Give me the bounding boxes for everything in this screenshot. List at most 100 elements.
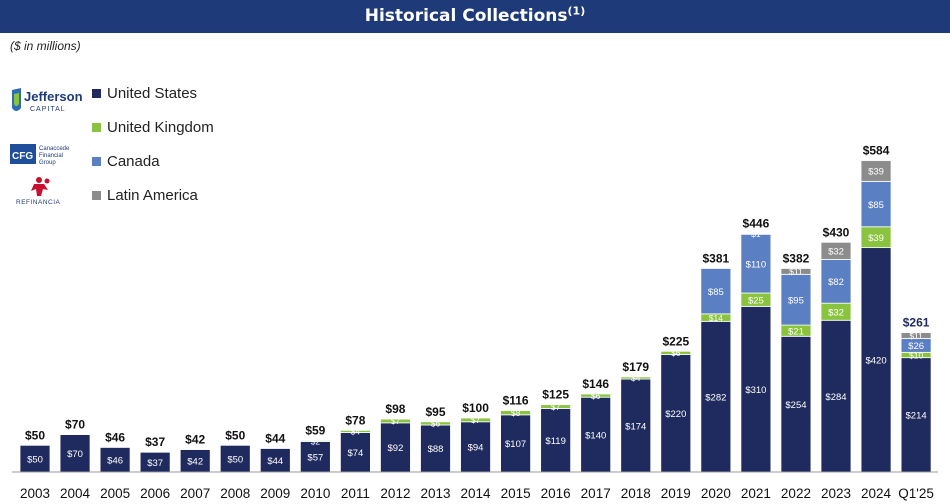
bar-segment-us — [620, 378, 652, 473]
segment-value-label: $85 — [868, 200, 884, 211]
bar-segment-uk — [299, 440, 331, 442]
bar-segment-us — [219, 444, 251, 473]
x-tick-label: 2005 — [100, 486, 130, 501]
bar-total-label: $382 — [783, 251, 810, 265]
segment-value-label: $14 — [709, 313, 723, 323]
bar-segment-uk — [620, 376, 652, 380]
x-tick-label: 2016 — [541, 486, 571, 501]
bar-segment-us — [420, 424, 451, 473]
bar-total-label: $116 — [503, 394, 529, 408]
bar-segment-us — [820, 319, 852, 473]
segment-value-label: $6 — [431, 419, 441, 429]
bar-total-label: $44 — [265, 431, 285, 445]
bar-segment-latam — [820, 241, 852, 260]
legend-swatch-uk — [92, 122, 101, 132]
bar-segment-us — [660, 354, 692, 473]
segment-value-label: $8 — [511, 408, 521, 418]
segment-value-label: $82 — [828, 277, 844, 288]
jefferson-logo-name: Jefferson — [24, 89, 83, 104]
bar-segment-latam — [780, 268, 812, 275]
bar-total-label: $95 — [425, 405, 445, 419]
segment-value-label: $94 — [468, 443, 484, 454]
segment-value-label: $92 — [388, 443, 404, 454]
bar-total-label: $50 — [225, 428, 245, 442]
x-tick-label: 2011 — [341, 486, 370, 501]
bar-total-label: $50 — [25, 428, 45, 442]
segment-value-label: $220 — [665, 409, 686, 420]
bar-segment-uk — [339, 429, 371, 433]
bar-total-label: $261 — [903, 316, 930, 330]
segment-value-label: $32 — [828, 307, 844, 318]
segment-value-label: $214 — [906, 411, 927, 422]
bar-segment-uk — [380, 418, 411, 424]
bar-total-label: $125 — [542, 388, 569, 402]
bar-segment-latam — [740, 233, 772, 235]
bar-total-label: $37 — [145, 435, 165, 449]
bar-segment-latam — [860, 160, 892, 182]
bar-total-label: $59 — [305, 423, 325, 437]
bar-total-label: $146 — [582, 377, 609, 391]
chart-title: Historical Collections — [364, 6, 568, 26]
chart-legend: United States United Kingdom Canada Lati… — [92, 76, 214, 212]
bar-segment-canada — [780, 273, 812, 326]
legend-label-canada: Canada — [107, 152, 160, 170]
segment-value-label: $420 — [865, 356, 886, 367]
segment-value-label: $57 — [307, 453, 323, 464]
segment-value-label: $88 — [428, 444, 444, 455]
segment-value-label: $7 — [551, 402, 561, 412]
segment-value-label: $50 — [27, 454, 43, 465]
bar-total-label: $584 — [863, 144, 890, 158]
jefferson-capital-logo: Jefferson CAPITAL — [12, 88, 83, 113]
x-tick-label: 2008 — [220, 486, 250, 501]
bar-total-label: $430 — [823, 225, 850, 239]
segment-value-label: $119 — [545, 436, 565, 447]
x-tick-label: 2018 — [621, 486, 651, 501]
bar-total-label: $78 — [345, 413, 365, 427]
segment-value-label: $39 — [868, 167, 884, 178]
legend-label-uk: United Kingdom — [107, 118, 214, 136]
segment-value-label: $6 — [671, 348, 681, 358]
cfg-logo-line-2: Financial — [39, 153, 63, 159]
x-tick-label: 2014 — [461, 486, 492, 501]
segment-value-label: $21 — [788, 326, 804, 337]
bar-total-label: $179 — [622, 360, 649, 374]
bar-segment-canada — [740, 233, 772, 294]
bar-segment-canada — [700, 268, 732, 315]
title-footnote: (1) — [567, 4, 586, 18]
segment-value-label: $107 — [505, 439, 526, 450]
segment-value-label: $37 — [147, 458, 163, 469]
bar-segment-us — [59, 434, 91, 473]
segment-value-label: $95 — [788, 295, 804, 306]
segment-value-label: $70 — [67, 449, 83, 460]
legend-item-united-states: United States — [92, 76, 214, 110]
segment-value-label: $254 — [785, 400, 806, 411]
x-tick-label: 2022 — [781, 486, 811, 501]
segment-value-label: $44 — [267, 456, 283, 467]
segment-value-label: $7 — [391, 416, 401, 426]
segment-value-label: $140 — [585, 430, 606, 441]
legend-swatch-canada — [92, 156, 101, 166]
segment-value-label: $282 — [705, 392, 726, 403]
bar-total-label: $98 — [385, 402, 405, 416]
units-note: ($ in millions) — [10, 39, 81, 53]
bar-total-label: $46 — [105, 430, 125, 444]
segment-value-label: $310 — [745, 385, 766, 396]
bar-segment-us — [460, 421, 491, 473]
cfg-logo-line-3: Group — [39, 160, 56, 166]
segment-value-label: $10 — [909, 350, 923, 360]
legend-swatch-us — [92, 88, 101, 98]
segment-value-label: $4 — [351, 427, 361, 437]
jefferson-logo-sub: CAPITAL — [30, 106, 66, 113]
x-tick-label: 2006 — [140, 486, 170, 501]
x-tick-label: 2012 — [380, 486, 410, 501]
x-tick-label: 2024 — [861, 486, 892, 501]
legend-item-united-kingdom: United Kingdom — [92, 110, 214, 144]
segment-value-label: $1 — [751, 229, 761, 239]
bar-segment-uk — [540, 404, 572, 409]
bar-total-label: $225 — [662, 334, 689, 348]
bar-total-label: $446 — [743, 217, 770, 231]
chart-title-bar: Historical Collections(1) — [0, 0, 950, 33]
x-tick-label: 2007 — [180, 486, 210, 501]
segment-value-label: $11 — [909, 331, 923, 341]
